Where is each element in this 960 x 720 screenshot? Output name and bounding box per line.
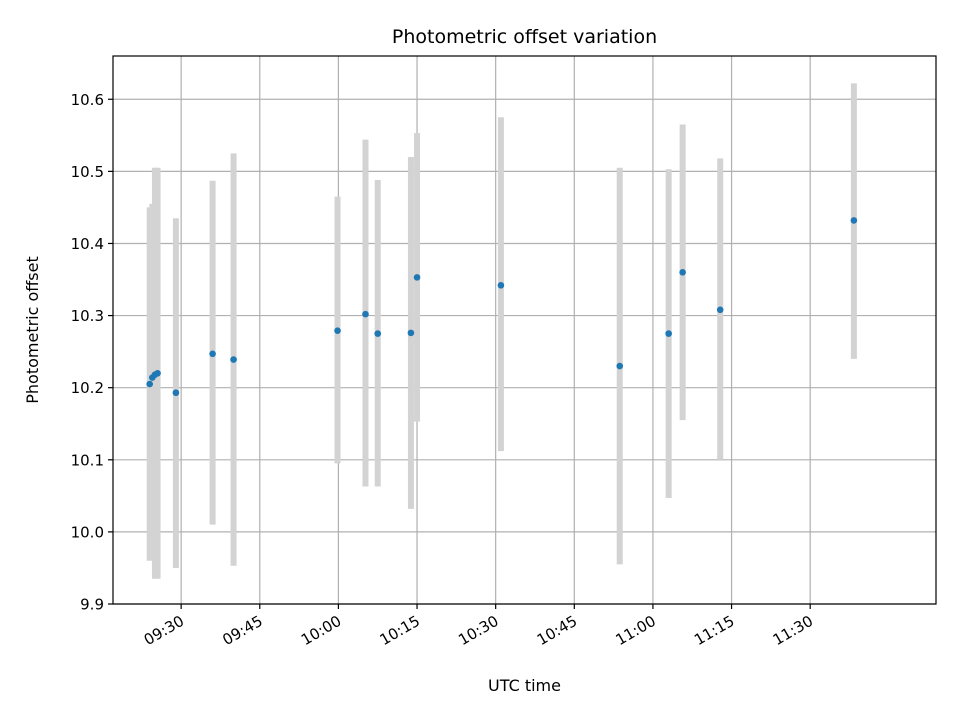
data-point [665, 330, 672, 337]
data-point [407, 329, 415, 337]
plot-area-frame [112, 55, 937, 605]
data-point [172, 389, 180, 397]
chart-title: Photometric offset variation [392, 26, 657, 48]
data-point [497, 281, 505, 289]
x-axis-label: UTC time [488, 676, 561, 695]
data-point [679, 269, 686, 276]
data-point [362, 310, 369, 318]
y-tick-label: 10.1 [71, 451, 104, 469]
data-point [616, 362, 624, 370]
y-tick-label: 10.5 [71, 163, 104, 181]
data-point [230, 356, 237, 363]
y-tick-label: 10.4 [71, 235, 104, 253]
data-point [850, 217, 858, 224]
data-point [334, 327, 341, 335]
data-point [716, 306, 724, 314]
data-point [146, 380, 153, 388]
y-tick-label: 10.3 [71, 307, 104, 325]
data-point [154, 369, 161, 377]
y-tick-label: 10.2 [71, 379, 104, 397]
data-point [209, 350, 216, 358]
data-point [374, 330, 382, 337]
y-axis: 9.9 10.0 10.1 10.2 10.3 10.4 10.5 10.6 [71, 91, 113, 614]
data-point [413, 274, 421, 281]
y-tick-label: 10.0 [71, 523, 104, 541]
y-tick-label: 10.6 [71, 91, 104, 109]
data-points [146, 217, 858, 397]
y-tick-label: 9.9 [80, 596, 104, 614]
y-axis-label: Photometric offset [23, 256, 42, 404]
